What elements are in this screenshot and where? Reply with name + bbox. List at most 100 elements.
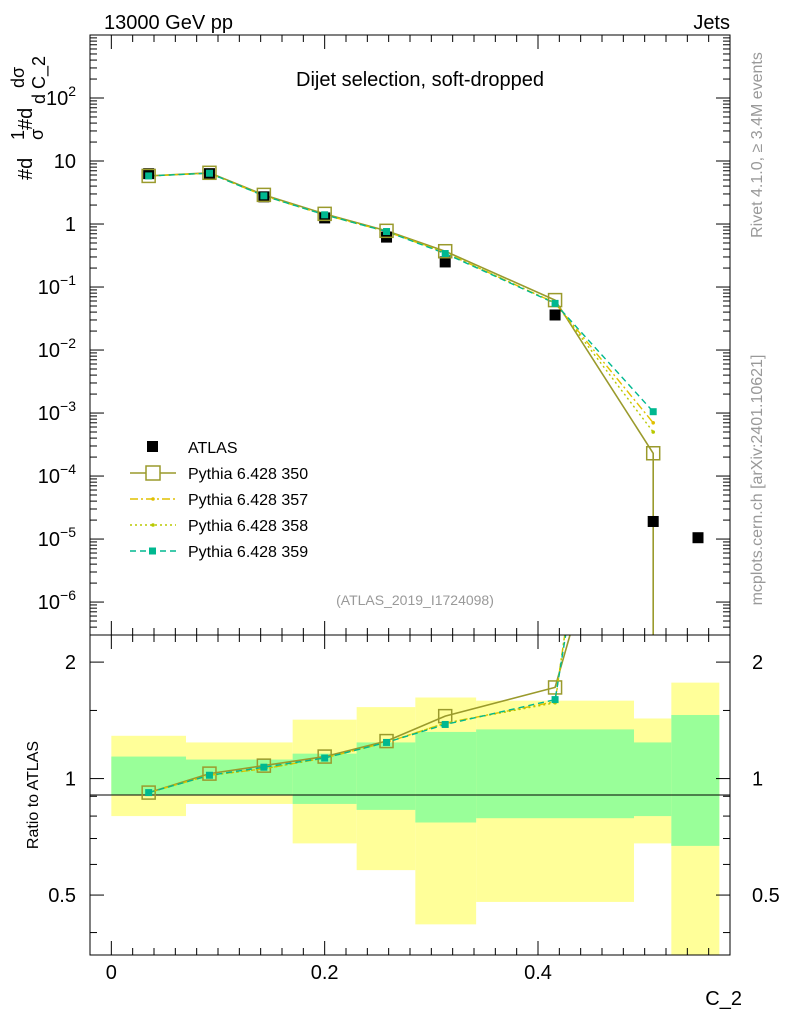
series-line [148, 172, 654, 424]
atlas-data-point [647, 515, 659, 527]
atlas-data-point [692, 532, 704, 544]
ratio-marker [321, 754, 329, 762]
main-frame [89, 34, 731, 636]
y-tick-label: 10−4 [38, 461, 76, 488]
series-marker [651, 420, 655, 425]
series-marker [321, 211, 329, 219]
main-curves [148, 171, 655, 635]
ratio-marker [260, 763, 268, 771]
atlas-data-point [549, 309, 561, 321]
ratio-y-tick-label-left: 0.5 [48, 885, 76, 907]
ratio-series-line [148, 634, 571, 794]
ratio-marker [441, 720, 449, 728]
legend-label: Pythia 6.428 350 [188, 466, 308, 483]
ratio-marker [547, 680, 563, 695]
y-tick-label: 10−5 [38, 524, 76, 551]
series-line [148, 171, 655, 635]
ratio-band-inner [671, 714, 720, 846]
ratio-ticks: 0.5 0.5 1 1 2 2 0 0.2 0.4 [48, 635, 780, 984]
legend-marker [145, 465, 161, 481]
ratio-y-tick-label-right: 0.5 [752, 885, 780, 907]
ratio-y-tick-label-left: 1 [65, 769, 76, 791]
series-marker [141, 168, 156, 184]
ratio-y-tick-label-left: 2 [65, 652, 76, 674]
series-marker [260, 192, 268, 200]
main-points [141, 165, 704, 544]
x-tick-label: 0.4 [524, 962, 552, 984]
ratio-bands [111, 682, 720, 955]
ratio-series-line [148, 634, 567, 794]
ratio-marker [202, 766, 217, 781]
series-line [148, 172, 654, 413]
y-tick-label: 1 [65, 214, 76, 236]
ratio-panel: 0.5 0.5 1 1 2 2 0 0.2 0.4 Ratio to ATLAS C_2 [25, 634, 780, 1010]
ylabel-part-one: 1 [8, 130, 28, 140]
legend-marker-atlas [147, 441, 158, 452]
x-tick-label: 0.2 [311, 962, 339, 984]
series-marker [202, 165, 217, 181]
legend-label: Pythia 6.428 359 [188, 544, 308, 561]
ratio-band-inner [356, 742, 416, 810]
ylabel-part-dc2: d C_2 [29, 56, 50, 104]
rivet-version-label: Rivet 4.1.0, ≥ 3.4M events [749, 52, 766, 238]
energy-label: 13000 GeV pp [104, 12, 233, 34]
atlas-data-point [439, 256, 451, 268]
series-marker [645, 446, 661, 461]
mcplots-reference-label: mcplots.cern.ch [arXiv:2401.10621] [749, 355, 766, 606]
ylabel-part-sigma: σ [27, 129, 47, 140]
series-marker [649, 408, 657, 416]
y-tick-label: 102 [46, 83, 76, 110]
x-axis-label: C_2 [705, 988, 742, 1010]
y-tick-label: 10−3 [38, 398, 76, 425]
y-axis-label-main: #d 1 σ #d dσ d C_2 [8, 56, 50, 180]
legend: ATLAS Pythia 6.428 350 Pythia 6.428 357 Pyt… [130, 440, 308, 561]
ylabel-part-dsigma: dσ [8, 67, 28, 88]
series-marker [441, 250, 449, 258]
category-label: Jets [693, 12, 730, 34]
legend-marker [151, 497, 155, 501]
x-tick-label: 0 [106, 962, 117, 984]
y-tick-label: 10 [54, 151, 76, 173]
series-line [148, 172, 654, 433]
series-marker [379, 223, 394, 239]
legend-label: Pythia 6.428 357 [188, 492, 308, 509]
ratio-marker [383, 738, 391, 746]
ratio-ylabel: Ratio to ATLAS [25, 741, 42, 849]
ratio-marker [205, 771, 213, 779]
series-marker [437, 243, 453, 259]
legend-marker [151, 523, 155, 527]
y-tick-label: 10−1 [38, 272, 76, 299]
ratio-marker [141, 785, 156, 800]
ratio-band-inner [415, 731, 477, 823]
ratio-band-inner [634, 742, 672, 817]
ratio-band-inner [186, 759, 293, 795]
series-marker [651, 430, 655, 434]
series-marker [256, 187, 272, 203]
series-marker [145, 172, 153, 180]
ylabel-part-d: #d [15, 158, 37, 180]
analysis-id-label: (ATLAS_2019_I1724098) [336, 592, 494, 608]
legend-marker [149, 547, 156, 555]
main-ticks: 10−6 10−5 10−4 10−3 10−2 10−1 1 10 102 [38, 35, 730, 636]
ratio-y-tick-label-right: 1 [752, 769, 763, 791]
series-marker [383, 228, 391, 236]
ratio-band-inner [476, 729, 634, 819]
y-tick-label: 10−6 [38, 587, 76, 614]
ylabel-part-d2: #d [15, 108, 37, 130]
ratio-marker [551, 696, 559, 704]
plot-title: Dijet selection, soft-dropped [296, 69, 544, 91]
ratio-marker [145, 789, 153, 797]
y-tick-label: 10−2 [38, 335, 76, 362]
main-panel: 10−6 10−5 10−4 10−3 10−2 10−1 1 10 102 Dijet sel… [8, 34, 731, 636]
ratio-band-inner [111, 756, 186, 795]
ratio-frame [89, 634, 731, 956]
ratio-curves [141, 634, 571, 800]
legend-label: Pythia 6.428 358 [188, 518, 308, 535]
series-marker [317, 206, 332, 222]
ratio-band-inner [292, 753, 357, 804]
ratio-y-tick-label-right: 2 [752, 652, 763, 674]
series-marker [551, 299, 559, 307]
legend-label: ATLAS [188, 440, 238, 457]
series-marker [205, 169, 213, 177]
